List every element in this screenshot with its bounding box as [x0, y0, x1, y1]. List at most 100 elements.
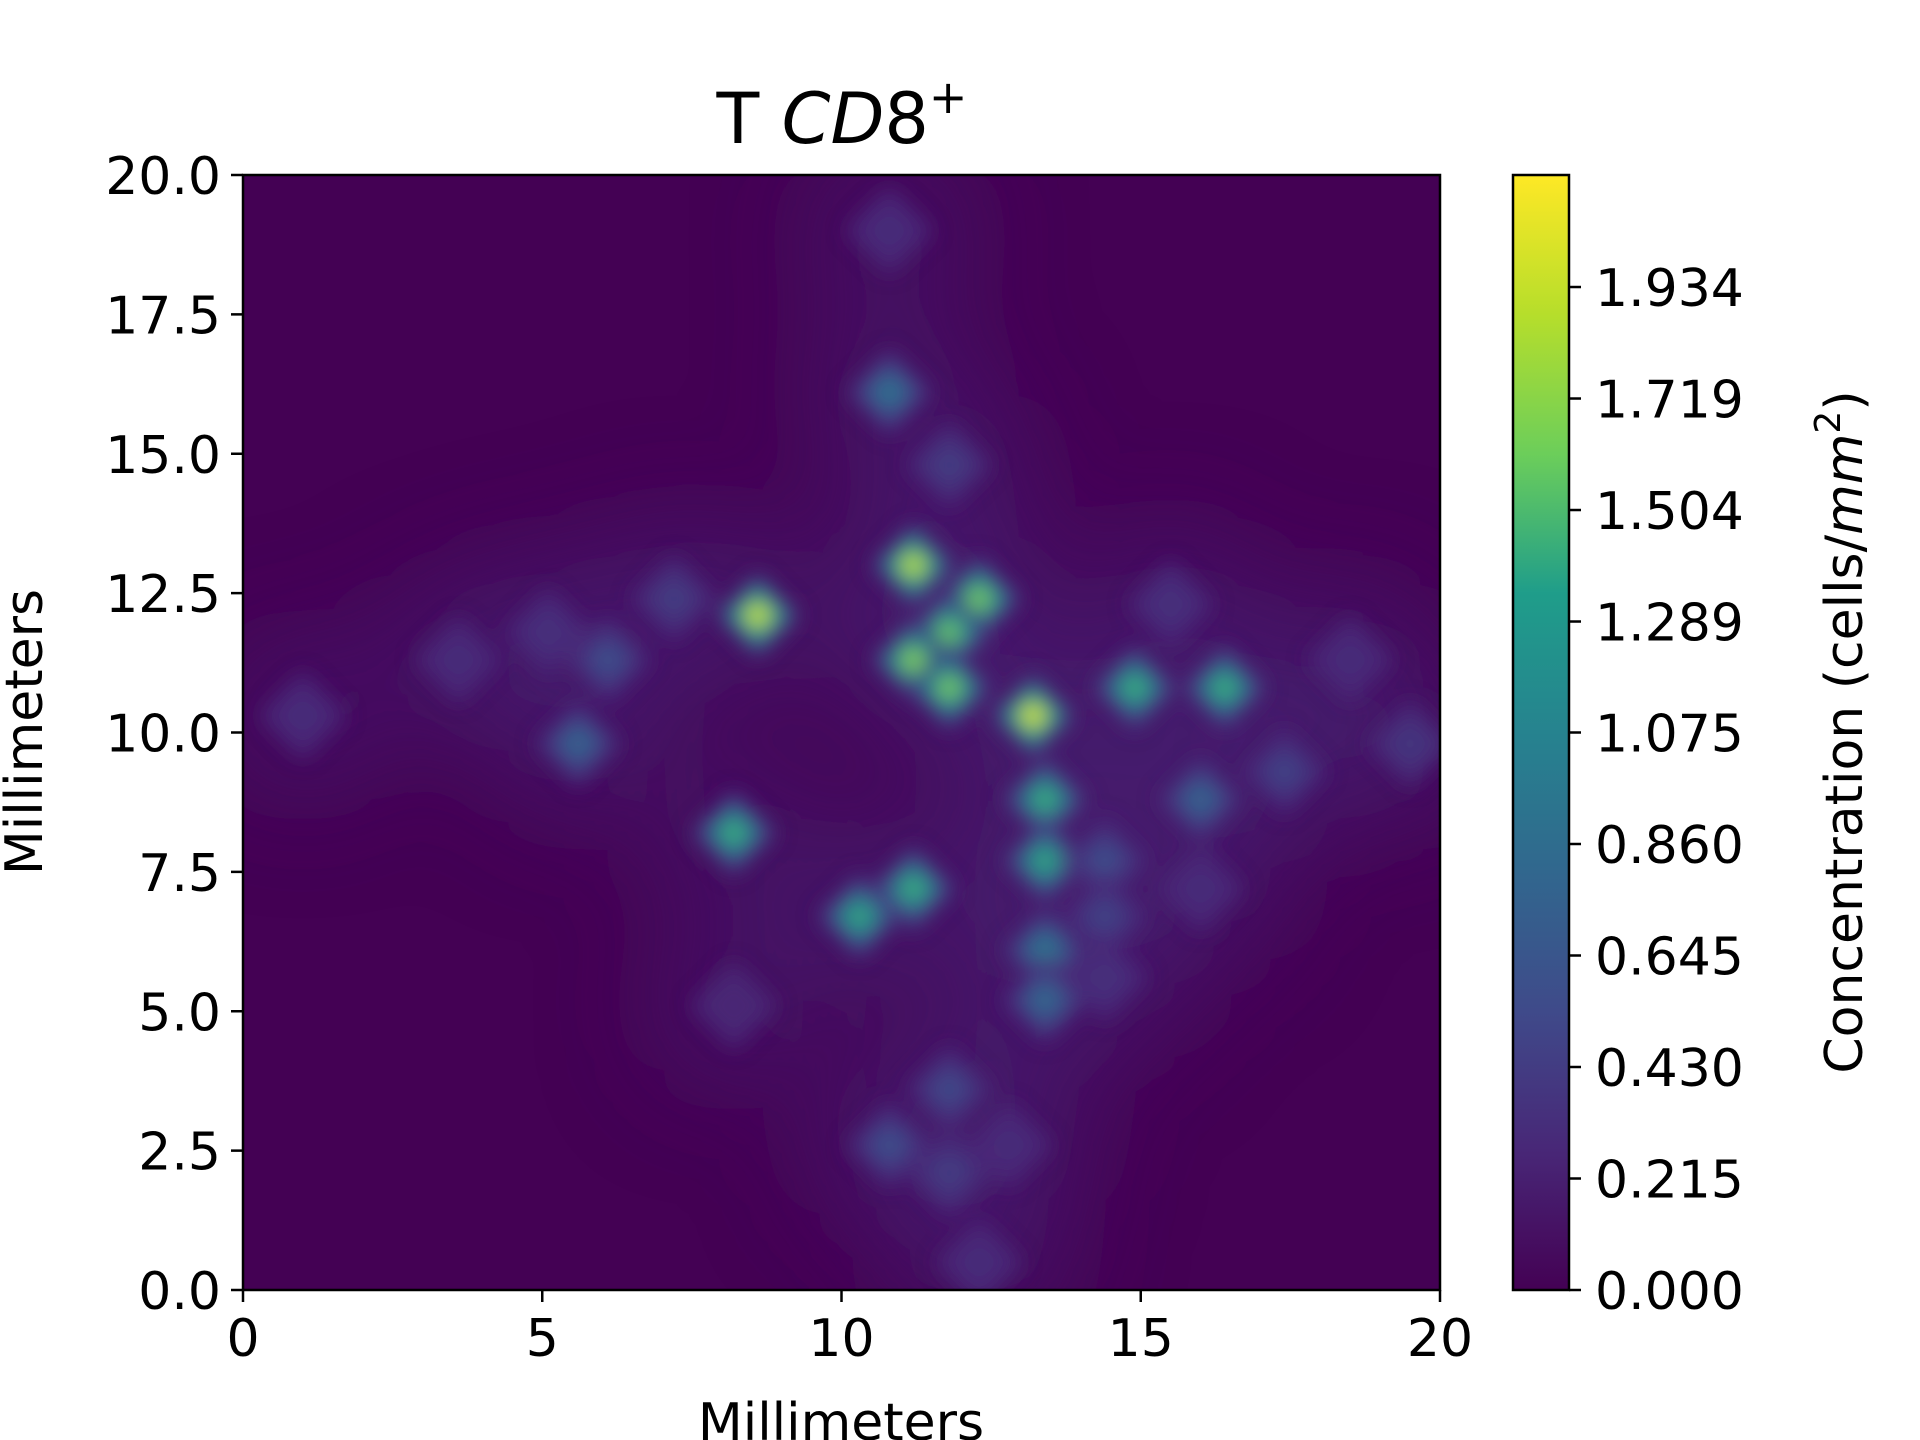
hotspot-11-level-5: [723, 822, 744, 843]
hotspot: [258, 671, 347, 760]
hotspot: [869, 521, 958, 610]
x-axis: 0 5 10 15 20: [226, 1290, 1473, 1369]
y-axis-label: Millimeters: [0, 589, 55, 875]
x-tick-label: 10: [808, 1309, 874, 1369]
x-tick-label: 15: [1108, 1309, 1174, 1369]
hotspot-30-level-5: [1340, 650, 1361, 671]
plot-area: [243, 175, 1440, 1290]
hotspot: [1126, 560, 1215, 649]
hotspot-18-level-5: [568, 733, 589, 754]
x-axis-label: Millimeters: [698, 1393, 984, 1440]
hotspot-34-level-5: [879, 220, 900, 241]
hotspot-36-level-5: [723, 995, 744, 1016]
colorbar-tick-label: 1.075: [1595, 705, 1744, 765]
hotspot: [1306, 616, 1395, 705]
hotspot-4-level-5: [903, 650, 924, 671]
y-tick-label: 15.0: [105, 426, 221, 486]
x-tick-label: 5: [526, 1309, 559, 1369]
y-tick-label: 10.0: [105, 705, 221, 765]
hotspot-22-level-5: [939, 1079, 960, 1100]
hotspot-15-level-5: [1034, 939, 1055, 960]
y-axis: 0.0 2.5 5.0 7.5 10.0 12.5 15.0 17.5 20.0: [105, 147, 243, 1322]
hotspot-8-level-5: [1214, 677, 1235, 698]
hotspot-28-level-5: [1400, 733, 1421, 754]
hotspot: [1366, 699, 1440, 788]
hotspot: [1180, 643, 1269, 732]
colorbar-label: Concentration (cells/mm2): [1808, 390, 1875, 1073]
hotspot: [905, 420, 994, 509]
hotspot: [1156, 844, 1245, 933]
y-tick-label: 20.0: [105, 147, 221, 207]
colorbar-tick-label: 0.860: [1595, 816, 1744, 876]
hotspot-33-level-5: [292, 705, 313, 726]
y-tick-label: 12.5: [105, 565, 221, 625]
hotspot: [965, 1101, 1054, 1190]
hotspot-5-level-5: [939, 677, 960, 698]
hotspot-35-level-5: [1190, 878, 1211, 899]
hotspot-2-level-5: [969, 588, 990, 609]
hotspot-20-level-5: [663, 588, 684, 609]
chart-title: T CD8+: [716, 70, 968, 160]
hotspot: [815, 872, 904, 961]
hotspot-38-level-5: [1094, 967, 1115, 988]
colorbar-tick-label: 1.504: [1595, 482, 1744, 542]
hotspot-29-level-5: [1160, 594, 1181, 615]
colorbar-gradient: [1513, 175, 1569, 1290]
hotspot-32-level-5: [448, 650, 469, 671]
colorbar-tick-label: 1.719: [1595, 371, 1744, 431]
hotspot-25-level-5: [1094, 850, 1115, 871]
y-tick-label: 7.5: [138, 844, 221, 904]
hotspot-6-level-5: [1023, 705, 1044, 726]
hotspot-24-level-5: [939, 1162, 960, 1183]
hotspot: [564, 616, 653, 705]
y-tick-label: 5.0: [138, 983, 221, 1043]
hotspot: [629, 554, 718, 643]
hotspot: [713, 571, 802, 660]
hotspot: [1000, 755, 1089, 844]
hotspot: [1000, 816, 1089, 905]
hotspot-37-level-5: [999, 1135, 1020, 1156]
hotspot: [845, 348, 934, 437]
hotspot: [1240, 727, 1329, 816]
hotspot-14-level-5: [879, 382, 900, 403]
x-tick-label: 20: [1407, 1309, 1473, 1369]
hotspot: [1156, 755, 1245, 844]
hotspot: [504, 588, 593, 677]
hotspot-17-level-5: [1190, 789, 1211, 810]
hotspot: [845, 186, 934, 275]
hotspot: [689, 961, 778, 1050]
hotspot-0-level-5: [747, 605, 768, 626]
hotspot-12-level-5: [903, 878, 924, 899]
colorbar-tick-label: 1.934: [1595, 259, 1744, 319]
hotspot-13-level-5: [849, 906, 870, 927]
hotspot-21-level-5: [939, 454, 960, 475]
colorbar-ticks: 0.000 0.215 0.430 0.645 0.860 1.075 1.289 1.504…: [1569, 259, 1744, 1322]
hotspot-7-level-5: [1124, 677, 1145, 698]
hotspot: [935, 1218, 1024, 1290]
colorbar-tick-label: 1.289: [1595, 594, 1744, 654]
x-tick-label: 0: [226, 1309, 259, 1369]
hotspot-27-level-5: [1274, 761, 1295, 782]
colorbar-tick-label: 0.430: [1595, 1039, 1744, 1099]
hotspot: [414, 616, 503, 705]
hotspot: [1090, 643, 1179, 732]
hotspot-26-level-5: [1094, 906, 1115, 927]
hotspot-16-level-5: [1034, 990, 1055, 1011]
hotspot-1-level-5: [903, 555, 924, 576]
hotspot-9-level-5: [1034, 789, 1055, 810]
hotspot-3-level-5: [939, 622, 960, 643]
colorbar-tick-label: 0.645: [1595, 928, 1744, 988]
hotspot: [1060, 933, 1149, 1022]
hotspot-19-level-5: [598, 650, 619, 671]
hotspot: [905, 643, 994, 732]
y-tick-label: 17.5: [105, 286, 221, 346]
hotspot: [689, 788, 778, 877]
colorbar-tick-label: 0.215: [1595, 1151, 1744, 1211]
colorbar-tick-label: 0.000: [1595, 1262, 1744, 1322]
hotspot-10-level-5: [1034, 850, 1055, 871]
hotspot: [989, 671, 1078, 760]
hotspot-31-level-5: [538, 622, 559, 643]
hotspot-23-level-5: [879, 1135, 900, 1156]
hotspot: [1060, 872, 1149, 961]
